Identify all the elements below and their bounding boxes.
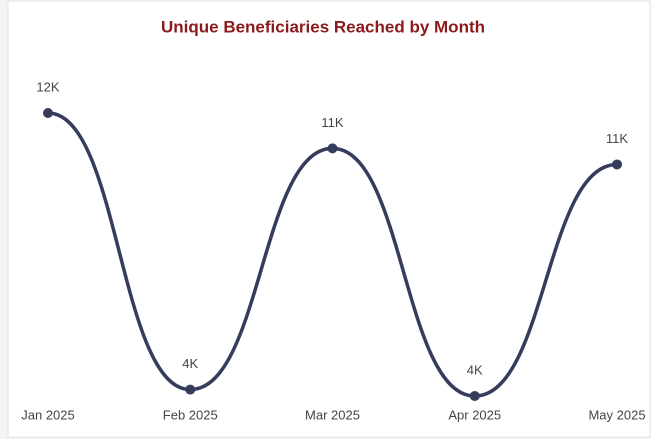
data-label: 11K	[606, 131, 628, 146]
chart-title: Unique Beneficiaries Reached by Month	[161, 17, 485, 36]
x-tick-label: Feb 2025	[163, 407, 218, 422]
data-label: 11K	[321, 115, 343, 130]
data-label: 12K	[36, 79, 59, 94]
marker	[185, 384, 196, 395]
x-tick-label: Jan 2025	[21, 407, 75, 422]
marker	[327, 143, 338, 154]
x-tick-label: May 2025	[588, 407, 645, 422]
marker	[469, 391, 480, 401]
marker	[43, 108, 53, 118]
x-tick-label: Apr 2025	[448, 407, 501, 422]
data-label: 4K	[467, 362, 483, 377]
marker	[612, 159, 622, 170]
data-label: 4K	[182, 356, 198, 371]
card	[7, 0, 651, 438]
x-tick-label: Mar 2025	[305, 407, 360, 422]
